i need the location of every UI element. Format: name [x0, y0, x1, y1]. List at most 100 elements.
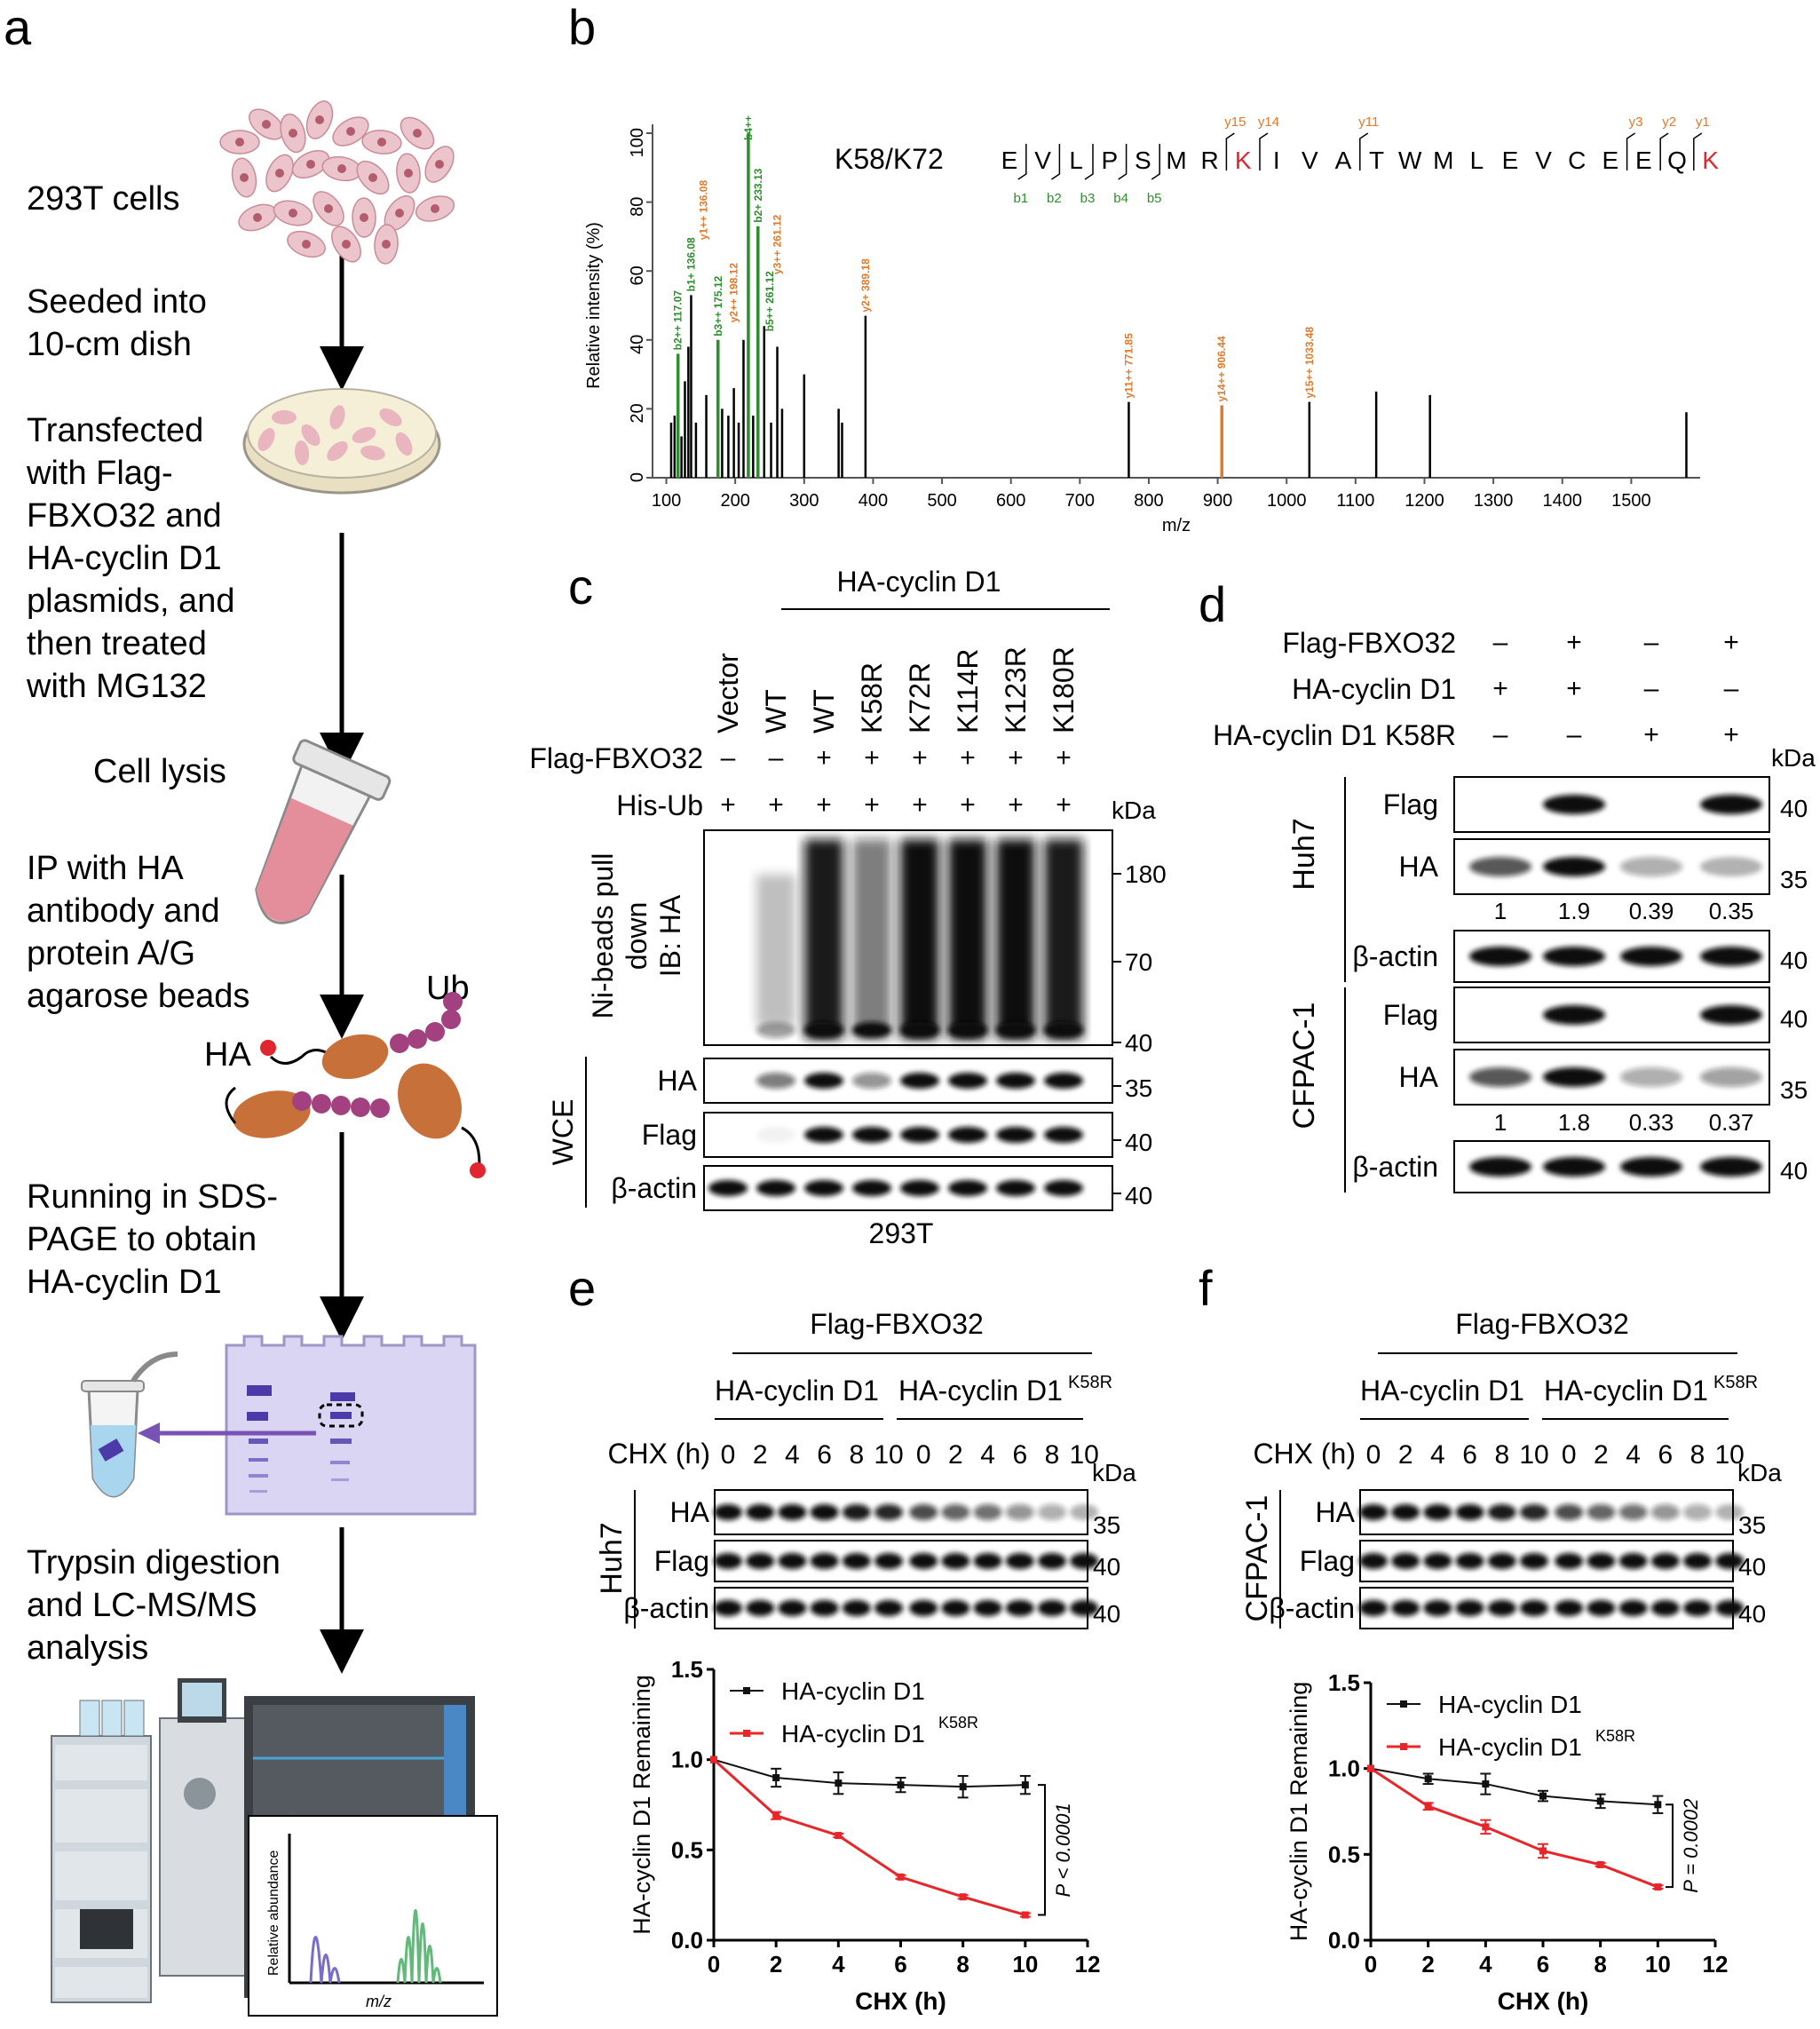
- time-label: 8: [1494, 1440, 1509, 1470]
- step-trypsin: and LC-MS/MS: [27, 1587, 257, 1624]
- band: [1555, 1553, 1584, 1569]
- row-sign: +: [1723, 628, 1739, 657]
- y-ion-label: y14: [1258, 115, 1279, 130]
- amino-acid: V: [1535, 147, 1552, 174]
- x-tick-label: 200: [720, 491, 749, 511]
- p-value-label: P = 0.0002: [1680, 1799, 1702, 1893]
- band: [1618, 1553, 1648, 1569]
- marker-label: 40: [1125, 1029, 1152, 1057]
- peak-label-b2-117: b2++ 117.07: [672, 290, 684, 351]
- legend-label: HA-cyclin D1: [781, 1677, 925, 1705]
- legend-label: HA-cyclin D1: [1438, 1733, 1582, 1761]
- pulldown-band: [900, 1022, 939, 1038]
- row-sign: +: [1492, 674, 1508, 703]
- significance-bracket: [1038, 1784, 1046, 1916]
- dish-cell: [257, 428, 275, 451]
- pulldown-label: Ni-beads pull: [587, 853, 619, 1019]
- blot-label: Flag: [1383, 999, 1438, 1031]
- marker-label: 40: [1738, 1600, 1766, 1628]
- time-label: 2: [753, 1440, 768, 1470]
- quant-value: 1: [1494, 1109, 1507, 1136]
- band: [1038, 1600, 1066, 1616]
- y-ion-bracket: [1225, 132, 1235, 170]
- data-point: [772, 1774, 780, 1781]
- band: [1359, 1553, 1388, 1569]
- ubiquitin-smear: [996, 839, 1035, 1039]
- band: [778, 1600, 807, 1616]
- marker-label: 40: [1125, 1129, 1152, 1156]
- band: [941, 1553, 970, 1569]
- y-tick-label: 0.0: [1328, 1927, 1360, 1954]
- step-sds: PAGE to obtain: [27, 1221, 257, 1258]
- cell-nucleus: [289, 129, 297, 138]
- ubiquitin-smear: [900, 839, 939, 1039]
- marker-label: 35: [1093, 1511, 1120, 1539]
- dish-cell: [352, 427, 376, 443]
- time-label: 6: [1658, 1440, 1673, 1470]
- cell-nucleus: [377, 138, 386, 147]
- y-axis-label: HA-cyclin D1 Remaining: [1286, 1682, 1312, 1942]
- dish-cell: [379, 408, 402, 427]
- band: [1715, 1504, 1745, 1520]
- band: [1044, 1180, 1083, 1196]
- y-tick-label: 60: [628, 266, 647, 285]
- step-transfect: with MG132: [26, 668, 207, 705]
- data-point: [1021, 1781, 1029, 1789]
- x-tick-label: 400: [859, 491, 888, 511]
- amino-acid: E: [1635, 147, 1652, 174]
- band: [874, 1504, 903, 1520]
- cell-line-label: CFPAC-1: [1287, 1003, 1321, 1129]
- y-tick-label: 1.5: [671, 1656, 703, 1683]
- row-label: HA-cyclin D1: [1292, 673, 1456, 705]
- cell-nucleus: [235, 138, 244, 147]
- pulldown-band: [996, 1022, 1035, 1038]
- band: [1359, 1504, 1388, 1520]
- x-tick-label: 1400: [1542, 491, 1582, 511]
- data-point: [710, 1756, 717, 1763]
- band: [1391, 1504, 1420, 1520]
- band: [1423, 1504, 1452, 1520]
- data-point: [1482, 1823, 1490, 1831]
- b-ion-bracket: [1017, 144, 1027, 180]
- x-tick-label: 0: [708, 1951, 720, 1977]
- protein-complex-illustration: Ub HA: [204, 970, 486, 1178]
- amino-acid: E: [1502, 147, 1519, 174]
- lane-label: K123R: [1000, 646, 1032, 733]
- cell-nucleus: [342, 240, 351, 249]
- flag-sign: +: [912, 743, 928, 773]
- lane-label: WT: [808, 689, 840, 733]
- x-tick-label: 1500: [1611, 491, 1651, 511]
- peak-label-b1-136: b1+ 136.08: [684, 237, 697, 291]
- blot-label: Flag: [1383, 789, 1438, 820]
- step-transfect: with Flag-: [26, 455, 173, 492]
- series-line: [713, 1758, 1025, 1788]
- flag-sign: +: [1008, 743, 1024, 773]
- blot-label: Flag: [1300, 1545, 1355, 1577]
- flag-sign: –: [769, 743, 784, 773]
- blot-label: HA: [658, 1065, 698, 1097]
- ubiquitin-bead: [351, 1098, 370, 1117]
- ubiquitin-bead: [408, 1029, 427, 1049]
- band: [1618, 1600, 1648, 1616]
- amino-acid: V: [1302, 147, 1318, 174]
- hisub-sign: +: [1008, 790, 1024, 820]
- band: [778, 1553, 807, 1569]
- hisub-sign: +: [960, 790, 976, 820]
- hisub-sign: +: [912, 790, 928, 820]
- band: [1587, 1600, 1616, 1616]
- amino-acid: Q: [1667, 147, 1687, 174]
- step-lysis: Cell lysis: [93, 753, 226, 790]
- amino-acid: V: [1034, 147, 1051, 174]
- cell-nucleus: [368, 173, 377, 182]
- x-tick-label: 800: [1134, 491, 1163, 511]
- ms-inset-xlabel: m/z: [366, 1993, 392, 2010]
- lane-label: K72R: [904, 662, 936, 733]
- dish-cell: [294, 440, 310, 465]
- cell-line-label: 293T: [869, 1217, 934, 1249]
- group-left-label: HA-cyclin D1: [1360, 1375, 1524, 1407]
- band: [973, 1504, 1002, 1520]
- amino-acid: T: [1369, 147, 1384, 174]
- quant-value: 1: [1494, 898, 1507, 924]
- time-label: 4: [1626, 1440, 1641, 1470]
